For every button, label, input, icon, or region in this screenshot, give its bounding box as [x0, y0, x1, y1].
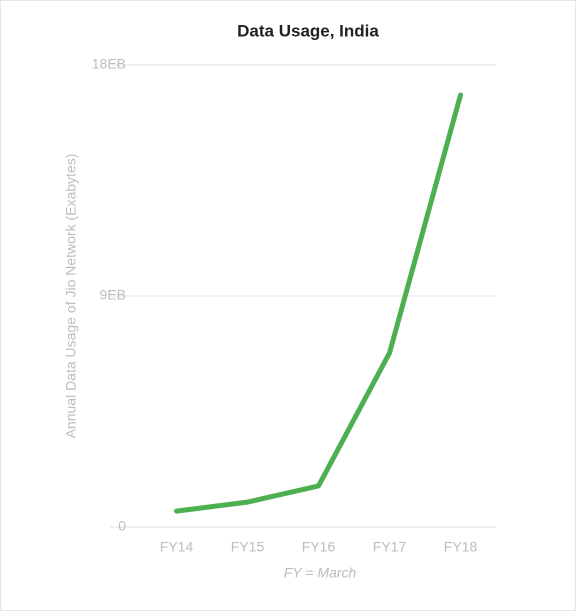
x-axis-title: FY = March [284, 565, 357, 581]
data-line [174, 92, 463, 514]
chart-title: Data Usage, India [237, 21, 379, 40]
x-tick-label: FY17 [373, 539, 407, 555]
x-tick-label: FY16 [302, 539, 336, 555]
y-axis-title: Annual Data Usage of Jio Network (Exabyt… [63, 154, 79, 439]
x-tick-label: FY18 [444, 539, 478, 555]
y-tick-label: 0 [118, 518, 126, 534]
x-tick-label: FY15 [231, 539, 265, 555]
y-tick-label: 18EB [92, 56, 126, 72]
y-tick-label: 9EB [100, 287, 126, 303]
x-tick-label: FY14 [160, 539, 194, 555]
